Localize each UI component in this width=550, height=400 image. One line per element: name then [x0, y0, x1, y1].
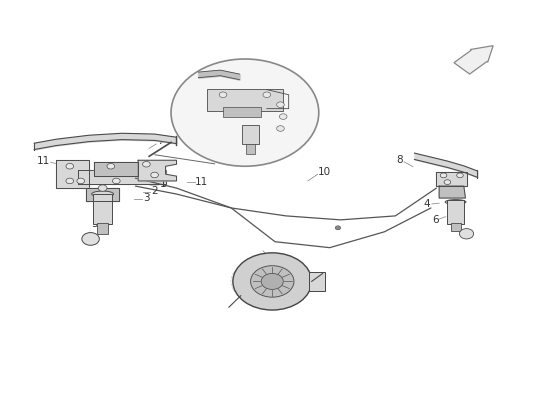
Text: 11: 11	[195, 177, 208, 187]
FancyBboxPatch shape	[246, 144, 255, 154]
Circle shape	[335, 226, 340, 230]
Circle shape	[98, 185, 107, 191]
Text: 10: 10	[318, 167, 331, 177]
Text: 11: 11	[36, 156, 50, 166]
Text: 1: 1	[160, 179, 166, 189]
Text: 12: 12	[267, 254, 280, 264]
Text: 7: 7	[157, 136, 163, 146]
FancyBboxPatch shape	[309, 272, 326, 291]
Circle shape	[444, 180, 450, 184]
Circle shape	[112, 178, 120, 184]
Circle shape	[142, 162, 150, 167]
Polygon shape	[95, 162, 138, 176]
Polygon shape	[56, 160, 89, 188]
Circle shape	[277, 126, 284, 131]
Circle shape	[107, 164, 114, 169]
FancyBboxPatch shape	[207, 89, 283, 111]
Polygon shape	[439, 186, 465, 198]
Text: 9: 9	[157, 171, 163, 181]
Circle shape	[219, 92, 227, 98]
Ellipse shape	[92, 191, 113, 197]
Polygon shape	[437, 172, 466, 186]
FancyBboxPatch shape	[223, 107, 261, 116]
Circle shape	[440, 173, 447, 178]
Polygon shape	[454, 46, 493, 74]
FancyBboxPatch shape	[97, 223, 108, 234]
Text: 4: 4	[424, 199, 431, 209]
Circle shape	[151, 172, 158, 178]
Circle shape	[456, 173, 463, 178]
Circle shape	[279, 114, 287, 119]
Circle shape	[261, 274, 283, 290]
Circle shape	[263, 92, 271, 98]
Circle shape	[77, 178, 85, 184]
Text: 5: 5	[91, 219, 98, 229]
Polygon shape	[86, 188, 119, 201]
Circle shape	[66, 178, 74, 184]
Polygon shape	[78, 170, 166, 184]
Text: 2: 2	[151, 186, 158, 196]
FancyBboxPatch shape	[451, 223, 461, 231]
Text: 8: 8	[397, 155, 403, 165]
Circle shape	[459, 228, 474, 239]
Circle shape	[277, 102, 284, 108]
Polygon shape	[138, 160, 177, 181]
Circle shape	[171, 59, 319, 166]
FancyBboxPatch shape	[93, 194, 112, 224]
FancyBboxPatch shape	[447, 200, 464, 224]
Circle shape	[82, 232, 100, 245]
Ellipse shape	[445, 200, 466, 204]
FancyBboxPatch shape	[241, 124, 259, 144]
Circle shape	[251, 266, 294, 297]
Circle shape	[66, 164, 74, 169]
Circle shape	[233, 253, 312, 310]
Text: 6: 6	[432, 215, 439, 225]
Text: 3: 3	[143, 193, 150, 203]
